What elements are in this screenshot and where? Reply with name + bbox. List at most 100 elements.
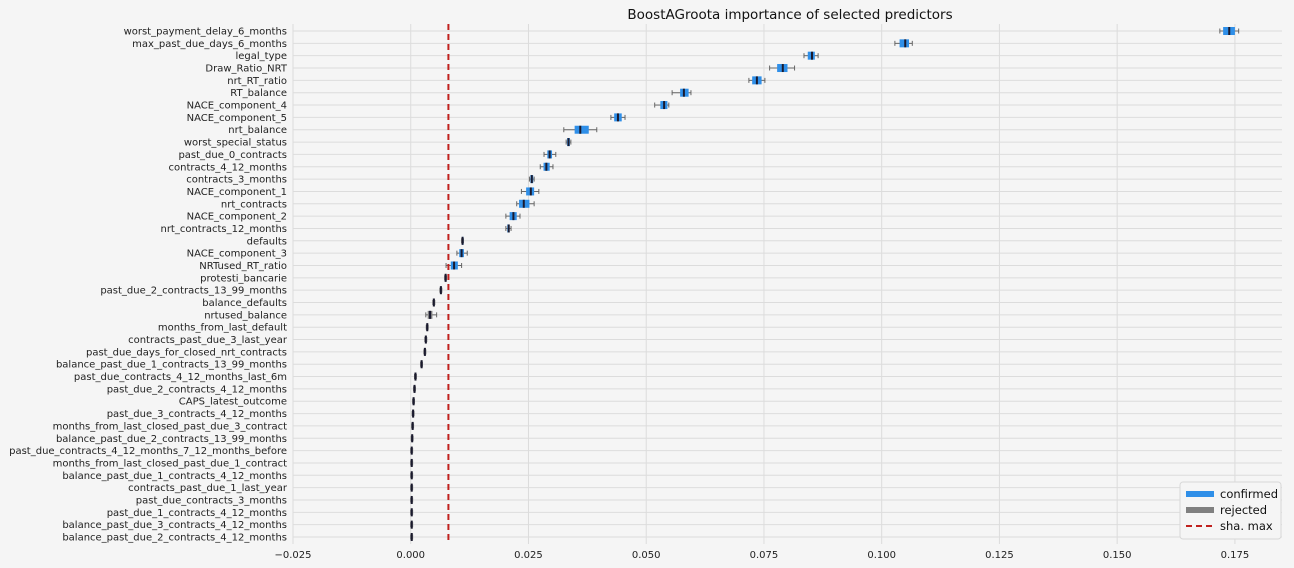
- predictor-box-12: [528, 175, 535, 184]
- x-tick-label: 0.000: [396, 550, 425, 561]
- y-tick-label: balance_past_due_2_contracts_13_99_month…: [56, 434, 287, 445]
- y-tick-label: nrt_contracts: [221, 199, 287, 210]
- predictor-box-27: [420, 360, 424, 369]
- predictor-box-10: [543, 150, 557, 159]
- predictor-box-41: [410, 533, 414, 541]
- y-tick-label: contracts_past_due_3_last_year: [128, 335, 288, 346]
- y-tick-label: NACE_component_4: [187, 101, 287, 112]
- y-tick-labels: worst_payment_delay_6_monthsmax_past_due…: [9, 27, 288, 544]
- y-tick-label: past_due_days_for_closed_nrt_contracts: [86, 347, 287, 358]
- predictor-box-31: [411, 409, 415, 418]
- predictor-box-8: [563, 125, 598, 134]
- box-marks: [410, 27, 1240, 541]
- y-tick-label: months_from_last_default: [158, 323, 287, 334]
- y-tick-label: worst_payment_delay_6_months: [124, 27, 287, 38]
- legend-label-rejected: rejected: [1220, 503, 1267, 517]
- y-tick-label: contracts_4_12_months: [169, 162, 288, 173]
- predictor-box-32: [411, 421, 415, 430]
- predictor-box-38: [410, 495, 414, 504]
- y-tick-label: legal_type: [235, 51, 287, 62]
- y-tick-label: balance_defaults: [202, 298, 287, 309]
- y-tick-label: past_due_contracts_3_months: [136, 495, 287, 506]
- y-tick-label: contracts_past_due_1_last_year: [128, 483, 288, 494]
- x-grid: [292, 24, 1236, 544]
- predictor-box-11: [539, 162, 554, 171]
- chart-title: BoostAGroota importance of selected pred…: [627, 7, 952, 23]
- iqr-box: [574, 125, 589, 134]
- y-tick-label: contracts_3_months: [186, 175, 287, 186]
- predictor-box-14: [516, 199, 535, 208]
- x-tick-label: −0.025: [274, 550, 311, 561]
- predictor-box-30: [412, 397, 416, 406]
- y-tick-label: nrt_balance: [228, 125, 287, 136]
- x-tick-label: 0.125: [985, 550, 1014, 561]
- y-tick-label: defaults: [247, 236, 287, 247]
- y-tick-label: past_due_0_contracts: [178, 150, 287, 161]
- predictor-box-26: [423, 347, 427, 356]
- x-tick-label: 0.175: [1221, 550, 1250, 561]
- y-tick-label: past_due_contracts_4_12_months_last_6m: [74, 372, 287, 383]
- predictor-box-34: [410, 446, 414, 455]
- predictor-box-23: [425, 310, 438, 319]
- predictor-box-35: [410, 458, 414, 467]
- y-tick-label: NACE_component_5: [187, 113, 287, 124]
- predictor-box-22: [432, 298, 436, 307]
- y-tick-label: nrtused_balance: [204, 310, 287, 321]
- y-tick-label: months_from_last_closed_past_due_1_contr…: [53, 458, 287, 469]
- y-tick-label: past_due_1_contracts_4_12_months: [107, 508, 287, 519]
- y-tick-label: CAPS_latest_outcome: [179, 397, 287, 408]
- y-tick-label: NACE_component_1: [187, 187, 287, 198]
- y-tick-label: past_due_2_contracts_4_12_months: [107, 384, 287, 395]
- y-tick-label: past_due_2_contracts_13_99_months: [100, 286, 287, 297]
- predictor-box-28: [414, 372, 417, 381]
- y-tick-label: NRTused_RT_ratio: [199, 261, 287, 272]
- y-tick-label: worst_special_status: [184, 138, 287, 149]
- y-tick-label: past_due_3_contracts_4_12_months: [107, 409, 287, 420]
- legend-label-sha-max: sha. max: [1220, 519, 1273, 533]
- predictor-box-13: [520, 187, 540, 196]
- predictor-box-24: [425, 323, 429, 332]
- y-tick-label: RT_balance: [230, 88, 287, 99]
- x-tick-label: 0.150: [1103, 550, 1132, 561]
- y-tick-label: NACE_component_3: [187, 249, 287, 260]
- legend: confirmed rejected sha. max: [1179, 481, 1282, 540]
- predictor-box-17: [461, 236, 464, 245]
- y-tick-label: nrt_RT_ratio: [227, 76, 287, 87]
- y-tick-label: protesti_bancarie: [200, 273, 287, 284]
- y-tick-label: months_from_last_closed_past_due_3_contr…: [53, 421, 287, 432]
- y-tick-label: NACE_component_2: [187, 212, 287, 223]
- predictor-box-20: [444, 273, 448, 282]
- x-tick-labels: −0.025 0.000 0.025 0.050 0.075 0.100 0.125 0.15…: [274, 550, 1249, 561]
- y-tick-label: balance_past_due_2_contracts_4_12_months: [62, 533, 287, 544]
- x-tick-label: 0.075: [750, 550, 779, 561]
- legend-label-confirmed: confirmed: [1220, 487, 1278, 501]
- predictor-box-37: [410, 483, 414, 492]
- predictor-box-0: [1219, 27, 1240, 35]
- x-tick-label: 0.100: [867, 550, 896, 561]
- predictor-box-3: [769, 64, 796, 73]
- predictor-box-2: [803, 51, 819, 60]
- y-tick-label: Draw_Ratio_NRT: [205, 64, 287, 75]
- y-tick-label: nrt_contracts_12_months: [160, 224, 287, 235]
- legend-swatch-rejected: [1186, 507, 1214, 513]
- x-tick-label: 0.050: [632, 550, 661, 561]
- predictor-box-16: [505, 224, 512, 233]
- predictor-box-29: [413, 384, 416, 393]
- legend-swatch-confirmed: [1186, 491, 1214, 497]
- predictor-box-39: [410, 508, 414, 517]
- predictor-box-15: [505, 212, 521, 221]
- predictor-box-40: [410, 520, 414, 529]
- plot-area: [293, 24, 1282, 544]
- predictor-box-33: [410, 434, 414, 443]
- predictor-box-6: [654, 101, 670, 110]
- predictor-box-21: [439, 286, 443, 295]
- x-tick-label: 0.025: [514, 550, 543, 561]
- predictor-box-9: [565, 138, 572, 147]
- y-tick-label: balance_past_due_3_contracts_4_12_months: [62, 520, 287, 531]
- y-tick-label: max_past_due_days_6_months: [132, 39, 287, 50]
- y-tick-label: balance_past_due_1_contracts_13_99_month…: [56, 360, 287, 371]
- predictor-box-1: [894, 39, 913, 48]
- predictor-box-5: [671, 88, 692, 97]
- predictor-box-7: [610, 113, 626, 122]
